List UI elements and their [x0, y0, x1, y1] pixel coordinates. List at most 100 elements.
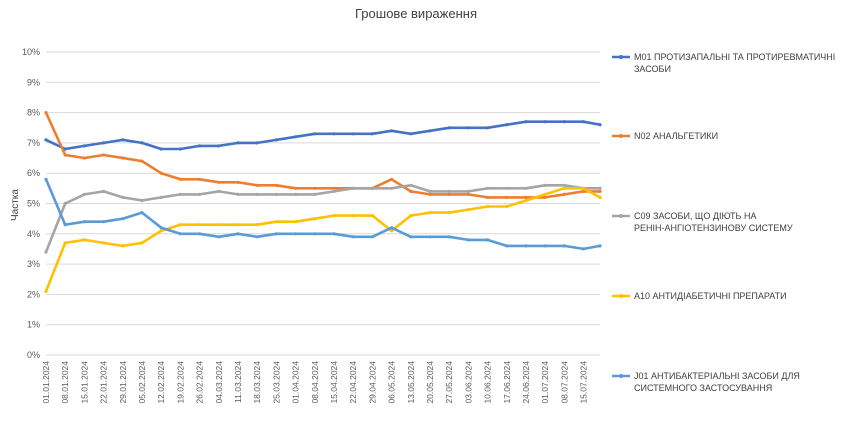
data-point — [44, 250, 48, 254]
y-tick-label: 2% — [27, 289, 40, 299]
data-point — [274, 232, 278, 236]
x-tick-label: 25.03.2024 — [271, 361, 281, 404]
data-point — [332, 232, 336, 236]
data-point — [63, 223, 67, 227]
data-point — [466, 189, 470, 193]
data-point — [255, 192, 259, 196]
data-point — [63, 153, 67, 157]
data-point — [178, 177, 182, 181]
x-tick-label: 29.04.2024 — [367, 361, 377, 404]
data-point — [198, 144, 202, 148]
data-point — [390, 186, 394, 190]
data-point — [332, 132, 336, 136]
data-point — [274, 220, 278, 224]
data-point — [466, 238, 470, 242]
x-tick-label: 08.04.2024 — [310, 361, 320, 404]
data-point — [217, 189, 221, 193]
data-point — [313, 186, 317, 190]
data-point — [102, 153, 106, 157]
data-point — [159, 195, 163, 199]
data-point — [562, 192, 566, 196]
data-point — [140, 241, 144, 245]
data-point — [255, 141, 259, 145]
x-tick-label: 01.07.2024 — [540, 361, 550, 404]
data-point — [255, 223, 259, 227]
data-point — [121, 156, 125, 160]
y-axis-label: Частка — [10, 189, 21, 221]
data-point — [121, 195, 125, 199]
data-point — [428, 129, 432, 133]
data-point — [140, 198, 144, 203]
data-point — [255, 235, 259, 239]
data-point — [486, 238, 490, 242]
x-tick-label: 15.01.2024 — [79, 361, 89, 404]
x-tick-label: 08.01.2024 — [60, 361, 70, 404]
data-point — [332, 186, 336, 190]
y-tick-label: 9% — [27, 77, 40, 87]
series-lines — [44, 111, 602, 293]
x-tick-label: 10.06.2024 — [483, 361, 493, 404]
data-point — [274, 192, 278, 196]
data-point — [370, 214, 374, 218]
y-tick-labels: 0% 1% 2% 3% 4% 5% 6% 7% 8% 9% 10% — [22, 47, 40, 360]
series-line-1 — [44, 120, 602, 151]
data-point — [217, 144, 221, 148]
data-point — [428, 192, 432, 196]
data-point — [543, 183, 547, 187]
x-tick-label: 15.04.2024 — [329, 361, 339, 404]
data-point — [82, 220, 86, 224]
data-point — [390, 177, 394, 181]
data-point — [217, 223, 221, 227]
data-point — [313, 132, 317, 136]
y-tick-label: 4% — [27, 229, 40, 239]
legend-marker — [619, 55, 623, 59]
data-point — [102, 189, 106, 193]
data-point — [524, 186, 528, 190]
data-point — [486, 126, 490, 130]
data-point — [313, 192, 317, 196]
data-point — [428, 189, 432, 193]
data-point — [466, 192, 470, 196]
data-point — [581, 186, 586, 190]
data-point — [581, 189, 586, 193]
data-point — [351, 186, 355, 190]
data-point — [543, 244, 547, 248]
series-line-5 — [44, 178, 602, 251]
data-point — [236, 223, 240, 227]
data-point — [598, 189, 602, 193]
data-point — [409, 214, 413, 218]
series-line-2 — [44, 111, 602, 199]
data-point — [562, 186, 566, 190]
legend-marker — [619, 214, 623, 218]
data-point — [447, 211, 451, 215]
x-tick-label: 03.06.2024 — [463, 361, 473, 404]
data-point — [294, 192, 298, 196]
data-point — [140, 159, 144, 163]
data-point — [581, 120, 586, 124]
data-point — [140, 211, 144, 215]
data-point — [598, 244, 602, 248]
data-point — [351, 132, 355, 136]
data-point — [236, 192, 240, 196]
x-tick-label: 08.07.2024 — [559, 361, 569, 404]
data-point — [82, 156, 86, 160]
data-point — [63, 147, 67, 151]
data-point — [447, 189, 451, 193]
x-tick-label: 05.02.2024 — [137, 361, 147, 404]
data-point — [102, 141, 106, 145]
y-tick-label: 8% — [27, 108, 40, 118]
x-tick-label: 26.02.2024 — [195, 361, 205, 404]
series-line-3 — [44, 184, 602, 254]
x-tick-label: 06.05.2024 — [387, 361, 397, 404]
data-point — [44, 177, 48, 181]
data-point — [486, 186, 490, 190]
data-point — [63, 241, 67, 245]
legend: M01 ПРОТИЗАПАЛЬНІ ТА ПРОТИРЕВМАТИЧНІ ЗАСО… — [612, 52, 835, 393]
data-point — [178, 223, 182, 227]
data-point — [370, 132, 374, 136]
data-point — [313, 232, 317, 236]
data-point — [524, 195, 528, 199]
data-point — [82, 144, 86, 148]
data-point — [217, 180, 221, 184]
